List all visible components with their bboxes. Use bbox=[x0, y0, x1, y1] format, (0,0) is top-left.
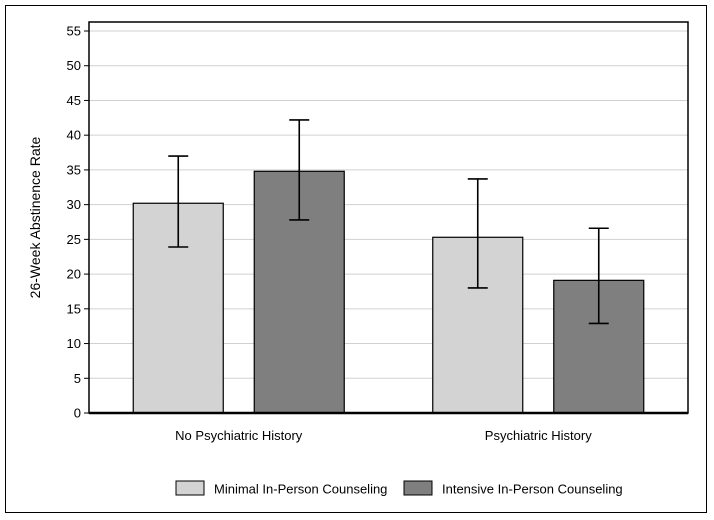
legend-swatch bbox=[175, 480, 205, 496]
y-tick-label: 0 bbox=[74, 406, 81, 421]
legend-swatch bbox=[403, 480, 433, 496]
y-tick-label: 50 bbox=[67, 58, 81, 73]
legend-label: Intensive In-Person Counseling bbox=[442, 482, 623, 497]
y-tick-label: 55 bbox=[67, 24, 81, 39]
y-axis-title: 26-Week Abstinence Rate bbox=[27, 136, 43, 298]
y-tick-label: 10 bbox=[67, 336, 81, 351]
chart-frame bbox=[5, 5, 707, 513]
y-tick-label: 15 bbox=[67, 301, 81, 316]
y-axis-ticks: 0 5 10 15 20 25 30 35 40 45 50 55 bbox=[67, 24, 89, 421]
y-tick-label: 35 bbox=[67, 162, 81, 177]
x-category-label: Psychiatric History bbox=[485, 428, 592, 443]
y-tick-label: 5 bbox=[74, 371, 81, 386]
category-labels: No Psychiatric History Psychiatric Histor… bbox=[175, 428, 592, 443]
error-bars-group bbox=[168, 119, 609, 325]
y-tick-label: 20 bbox=[67, 267, 81, 282]
y-tick-label: 45 bbox=[67, 93, 81, 108]
legend-label: Minimal In-Person Counseling bbox=[214, 482, 387, 497]
y-tick-label: 25 bbox=[67, 232, 81, 247]
legend: Minimal In-Person Counseling Intensive In… bbox=[175, 480, 623, 497]
bars-group bbox=[132, 170, 645, 414]
y-tick-label: 30 bbox=[67, 197, 81, 212]
x-category-label: No Psychiatric History bbox=[175, 428, 303, 443]
y-tick-label: 40 bbox=[67, 128, 81, 143]
